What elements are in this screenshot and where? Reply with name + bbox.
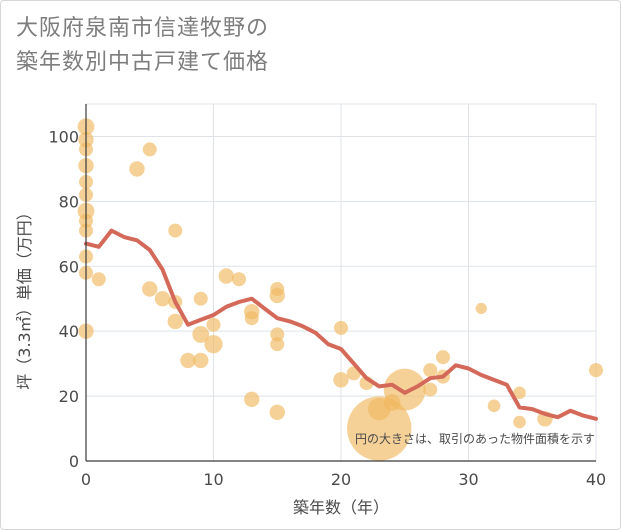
x-axis-title: 築年数（年）	[293, 498, 389, 517]
data-bubble	[513, 386, 526, 400]
x-tick-label: 0	[81, 470, 91, 489]
chart-title: 大阪府泉南市信達牧野の 築年数別中古戸建て価格	[16, 12, 269, 80]
average-price-line	[84, 228, 598, 421]
x-tick-label: 20	[331, 470, 351, 489]
data-bubble	[129, 161, 145, 177]
x-tick-label: 30	[458, 470, 478, 489]
data-bubble	[270, 327, 285, 342]
y-tick-label: 40	[59, 322, 79, 341]
data-bubble	[269, 404, 285, 421]
data-bubble	[218, 268, 234, 284]
y-tick-label: 60	[59, 257, 79, 276]
data-bubble	[475, 302, 487, 315]
data-bubble	[206, 317, 221, 332]
x-tick-label: 10	[203, 470, 223, 489]
data-bubble	[436, 350, 450, 365]
data-bubble	[167, 313, 183, 330]
data-bubble	[334, 320, 348, 335]
bubble-size-note: 円の大きさは、取引のあった物件面積を示す	[355, 431, 595, 446]
data-bubble	[91, 272, 106, 287]
data-bubble	[487, 399, 501, 413]
data-bubble	[142, 142, 157, 157]
axis-layer: 0 10 20 30 40 0 20 40 60 80 100	[48, 104, 606, 489]
y-tick-label: 0	[69, 452, 79, 471]
data-bubble	[142, 281, 158, 297]
data-bubble	[269, 287, 285, 304]
data-bubble	[244, 311, 259, 326]
chart-title-line2: 築年数別中古戸建て価格	[16, 50, 270, 75]
data-bubble	[589, 363, 603, 378]
data-bubble	[244, 391, 260, 408]
data-bubble	[513, 415, 526, 429]
trend-line-layer	[84, 228, 598, 421]
y-axis-title: 坪（3.3㎡）単価（万円）	[15, 204, 34, 389]
y-tick-label: 100	[48, 127, 79, 146]
x-tick-label: 40	[586, 470, 606, 489]
chart-title-line1: 大阪府泉南市信達牧野の	[16, 16, 270, 41]
data-bubble	[180, 352, 196, 369]
data-bubble	[204, 335, 223, 354]
data-bubble	[347, 396, 412, 461]
data-bubble	[193, 291, 208, 306]
data-bubble	[168, 223, 183, 238]
data-bubble	[333, 372, 349, 388]
data-bubble	[423, 382, 438, 397]
data-bubble	[232, 272, 246, 287]
data-bubble	[192, 326, 210, 343]
data-bubble	[383, 368, 426, 411]
data-bubble	[423, 363, 438, 378]
y-tick-label: 80	[59, 192, 79, 211]
y-tick-label: 20	[59, 387, 79, 406]
data-bubble	[193, 352, 209, 369]
data-bubble	[270, 337, 285, 352]
data-bubble	[154, 291, 171, 307]
